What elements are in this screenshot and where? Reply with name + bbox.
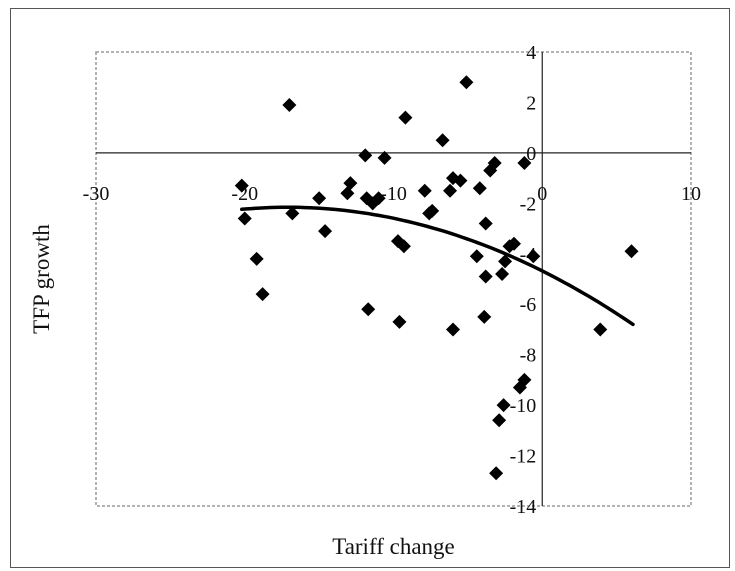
data-point [358,148,373,163]
data-point [425,203,440,218]
trendline [240,205,635,327]
y-tick-label: 2 [526,92,536,114]
x-tick-label: 0 [537,183,547,205]
data-point [340,186,355,201]
data-point [282,97,297,112]
x-tick-labels: -30 -20 -10 0 10 [83,183,701,205]
data-point [506,236,521,251]
data-point [593,322,608,337]
data-point [234,178,249,193]
data-point [478,216,493,231]
data-point [478,269,493,284]
x-axis-title: Tariff change [332,534,454,559]
y-tick-label: -6 [520,294,537,316]
data-point [453,173,468,188]
data-points [234,75,639,481]
data-point [318,224,333,239]
data-point [526,249,541,264]
data-point [377,150,392,165]
data-point [255,287,270,302]
plot-area [95,51,692,507]
data-point [489,466,504,481]
data-point [492,413,507,428]
data-point [517,372,532,387]
data-point [398,110,413,125]
y-tick-label: -14 [510,496,537,518]
data-point [249,251,264,266]
y-axis-title: TFP growth [29,224,54,334]
data-point [517,155,532,170]
x-tick-label: 10 [681,183,701,205]
y-tick-label: -10 [510,395,537,417]
data-point [624,244,639,259]
data-point [443,183,458,198]
data-point [446,322,460,337]
data-point [469,249,484,264]
data-point [472,181,487,196]
data-point [343,176,358,191]
data-point [361,302,376,317]
y-tick-label: 0 [526,143,536,165]
data-point [435,133,450,148]
x-tick-label: -30 [83,183,110,205]
data-point [487,155,502,170]
data-point [312,191,327,206]
y-tick-labels: 420-2-4-6-8-10-12-14 [510,42,537,518]
data-point [477,309,492,324]
y-tick-label: 4 [526,42,536,64]
data-point [498,254,513,269]
data-point [495,266,510,281]
data-point [459,75,474,90]
data-point [371,191,386,206]
data-point [396,239,411,254]
data-point [285,206,300,221]
data-point [496,398,511,413]
data-point [392,314,407,329]
data-point [417,183,432,198]
x-tick-label: -10 [380,183,407,205]
data-point [237,211,252,226]
y-tick-label: -2 [520,193,537,215]
y-tick-label: -8 [520,345,537,367]
y-tick-label: -12 [510,446,537,468]
